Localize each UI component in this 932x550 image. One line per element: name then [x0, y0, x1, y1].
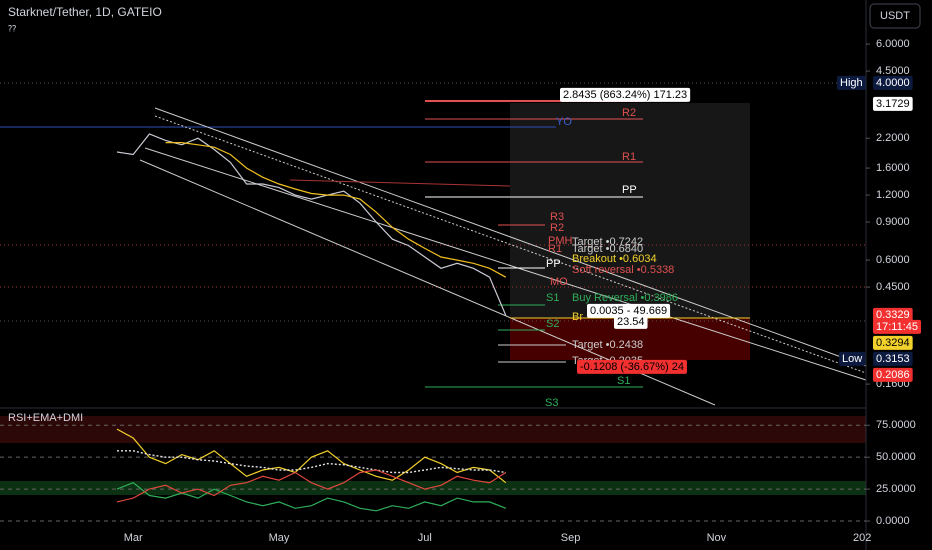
series-line — [116, 428, 507, 484]
price-tag-box — [873, 75, 913, 90]
x-tick-label: May — [269, 532, 290, 544]
annotation: Target •0.6840 — [572, 243, 643, 255]
price-tag-box — [837, 75, 866, 90]
y-tick-label: 1.2000 — [876, 189, 910, 201]
price-tag-box — [873, 96, 913, 111]
series-line — [116, 133, 507, 316]
channel-inner — [144, 147, 867, 381]
oversold-band — [0, 481, 866, 495]
price-tag-box — [873, 367, 913, 382]
annotation: Target •0.7242 — [572, 236, 643, 248]
annotation: R1 — [622, 151, 636, 163]
channel-top — [154, 107, 867, 367]
y-tick-label: 50.0000 — [876, 451, 916, 463]
annotation: Br — [572, 311, 583, 323]
y-tick-label: 0.6000 — [876, 254, 910, 266]
y-tick-label: 0.0000 — [876, 515, 910, 527]
price-tag: 0.3329 — [876, 309, 910, 321]
annotation: S2 — [546, 318, 559, 330]
x-tick-label: Sep — [561, 532, 581, 544]
annotation-box — [577, 359, 687, 374]
annotation: 0.0035 - 49.669 — [590, 305, 667, 317]
annotation: MO — [550, 276, 568, 288]
currency-button[interactable] — [869, 3, 921, 29]
price-tag: 0.3153 — [876, 353, 910, 365]
price-tag-box — [873, 307, 913, 322]
price-tag-box — [839, 351, 866, 366]
series-line — [165, 142, 507, 278]
series-line — [116, 469, 507, 503]
annotation: R3 — [550, 211, 564, 223]
y-tick-label: 75.0000 — [876, 419, 916, 431]
annotation: PMH — [548, 235, 573, 247]
annotation: R2 — [550, 222, 564, 234]
annotation: Soft reversal •0.5338 — [572, 264, 674, 276]
annotation: 23.54 — [617, 316, 645, 328]
annotation-box — [614, 314, 648, 329]
annotation: PP — [622, 184, 637, 196]
currency-label[interactable]: USDT — [880, 10, 910, 22]
x-tick-label: Jul — [418, 532, 432, 544]
annotation: Target •0.2438 — [572, 339, 643, 351]
header-icon: ⁇ — [8, 23, 16, 33]
x-tick-label: Nov — [707, 532, 727, 544]
indicator-title: RSI+EMA+DMI — [8, 412, 83, 424]
y-tick-label: 2.2000 — [876, 132, 910, 144]
y-tick-label: 6.0000 — [876, 38, 910, 50]
annotation: S1 — [546, 292, 559, 304]
price-tag: 3.1729 — [876, 98, 910, 110]
price-tag: 0.2086 — [876, 369, 910, 381]
annotation-box — [560, 87, 691, 102]
y-tick-label: 0.4500 — [876, 281, 910, 293]
y-tick-label: 4.5000 — [876, 65, 910, 77]
annotation: Buy Reversal •0.3986 — [572, 292, 678, 304]
y-tick-label: 1.6000 — [876, 162, 910, 174]
x-tick-label: Mar — [124, 532, 143, 544]
price-tag-box — [873, 335, 913, 350]
price-tag-box — [873, 351, 913, 366]
price-tag: 4.0000 — [876, 77, 910, 89]
annotation: PP — [546, 258, 561, 270]
annotation: S1 — [617, 375, 630, 387]
annotation: S3 — [545, 397, 558, 409]
annotation: -0.1208 (-36.67%) 24 — [580, 361, 684, 373]
overbought-band — [0, 416, 866, 443]
y-tick-label: 25.0000 — [876, 483, 916, 495]
annotation-box — [587, 303, 671, 318]
price-tag: High — [840, 77, 863, 89]
annotation: 2.8435 (863.24%) 171.23 — [563, 89, 687, 101]
price-tag-box — [873, 319, 922, 334]
annotation: R2 — [622, 107, 636, 119]
x-tick-label: 202 — [853, 532, 871, 544]
price-tag: Low — [842, 353, 862, 365]
long-box — [510, 103, 750, 318]
price-tag: 0.3294 — [876, 337, 910, 349]
annotation: R1 — [548, 243, 562, 255]
price-tag: 17:11:45 — [876, 321, 918, 333]
series-line — [117, 450, 506, 474]
y-tick-label: 0.9000 — [876, 216, 910, 228]
symbol-title: Starknet/Tether, 1D, GATEIO — [8, 5, 162, 19]
annotation: Breakout •0.6034 — [572, 253, 657, 265]
annotation: YO — [556, 116, 572, 128]
trend-line — [289, 179, 511, 187]
